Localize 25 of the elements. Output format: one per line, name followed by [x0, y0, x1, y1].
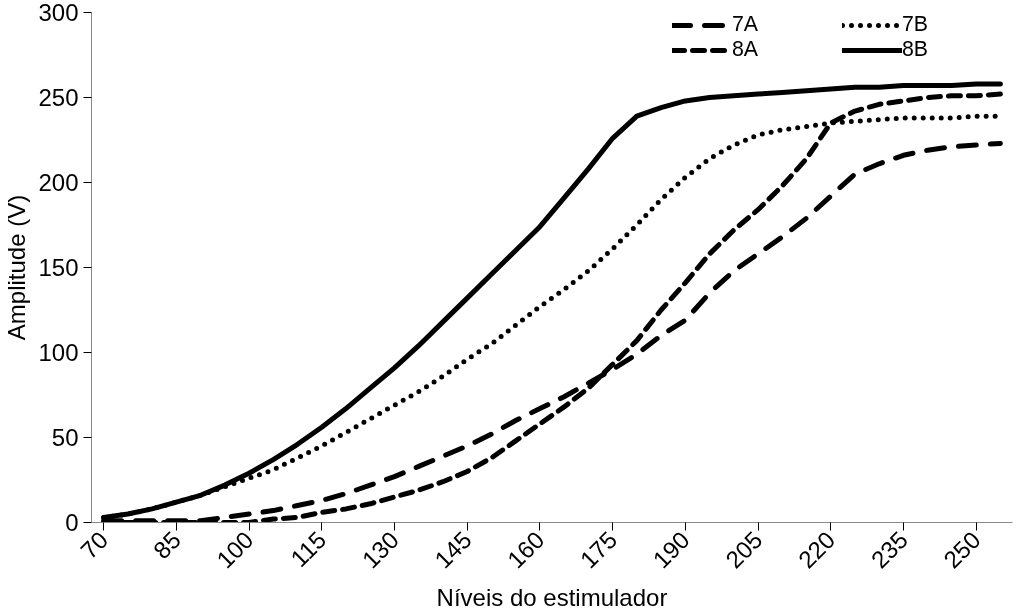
y-tick-label: 150 — [38, 254, 79, 281]
x-tick-label: 250 — [938, 525, 986, 574]
x-tick-label: 220 — [792, 525, 841, 574]
x-tick-label: 205 — [720, 525, 768, 574]
y-tick-label: 300 — [38, 0, 79, 26]
y-tick-label: 100 — [38, 339, 79, 366]
x-tick-label: 115 — [285, 525, 332, 573]
x-axis-title: Níveis do estimulador — [436, 583, 668, 611]
x-tick-label: 190 — [647, 525, 695, 574]
y-tick-label: 200 — [38, 169, 79, 196]
legend-label: 8B — [902, 37, 930, 62]
y-tick-label: 50 — [51, 424, 79, 451]
y-tick-label: 250 — [38, 84, 79, 111]
y-axis-title: Amplitude (V) — [3, 194, 31, 341]
x-tick-label: 130 — [356, 525, 405, 574]
y-tick-label: 0 — [65, 509, 79, 536]
x-tick-label: 145 — [429, 525, 477, 574]
legend-label: 8A — [732, 37, 760, 62]
x-tick-label: 175 — [574, 525, 623, 574]
legend-label: 7A — [732, 12, 760, 37]
x-tick-label: 100 — [211, 525, 259, 574]
legend-label: 7B — [902, 12, 930, 37]
x-tick-label: 235 — [865, 525, 913, 574]
x-tick-label: 160 — [502, 525, 550, 574]
x-tick-label: 85 — [147, 525, 186, 564]
